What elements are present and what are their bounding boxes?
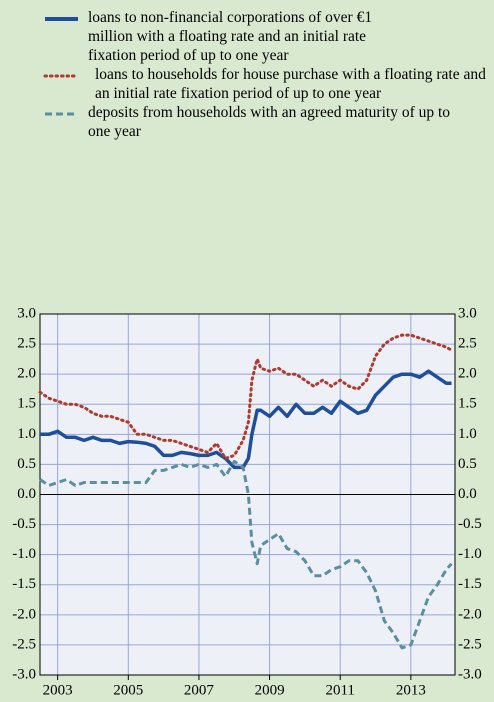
y-tick-label: 0.0 (17, 486, 36, 502)
legend-label: loans to households for house purchase w… (95, 66, 486, 102)
y2-tick-label: 1.5 (458, 396, 477, 412)
y2-tick-label: 0.0 (458, 486, 477, 502)
x-tick-label: 2005 (113, 682, 143, 698)
x-tick-label: 2003 (43, 682, 73, 698)
y2-tick-label: 2.5 (458, 336, 477, 352)
y-tick-label: -0.5 (12, 516, 36, 532)
x-tick-label: 2009 (255, 682, 285, 698)
y-tick-label: -1.0 (12, 546, 36, 562)
y-tick-label: -2.0 (12, 606, 36, 622)
y2-tick-label: -3.0 (458, 666, 482, 682)
y2-tick-label: 3.0 (458, 305, 477, 321)
y-tick-label: -2.5 (12, 636, 36, 652)
y-tick-label: 0.5 (17, 456, 36, 472)
y2-tick-label: 0.5 (458, 456, 477, 472)
y2-tick-label: -0.5 (458, 516, 482, 532)
y-tick-label: 1.5 (17, 396, 36, 412)
series-line (40, 369, 452, 470)
plot-frame (39, 313, 456, 676)
y-tick-label: 1.0 (17, 426, 36, 442)
y-tick-label: -3.0 (12, 666, 36, 682)
y2-tick-label: -2.0 (458, 606, 482, 622)
y-tick-label: 2.0 (17, 366, 36, 382)
series-line (39, 459, 453, 650)
y2-tick-label: -1.0 (458, 546, 482, 562)
y-tick-label: 3.0 (17, 305, 36, 321)
legend-label: deposits from households with an agreed … (88, 104, 451, 140)
y-tick-label: 2.5 (17, 336, 36, 352)
y2-tick-label: -1.5 (458, 576, 482, 592)
y2-tick-label: 1.0 (458, 426, 477, 442)
x-tick-label: 2007 (184, 682, 215, 698)
y-tick-label: -1.5 (12, 576, 36, 592)
legend-label: loans to non-financial corporations of o… (88, 9, 373, 64)
y2-tick-label: 2.0 (458, 366, 477, 382)
series-line (38, 333, 453, 460)
x-tick-label: 2011 (325, 682, 354, 698)
x-tick-label: 2013 (396, 682, 426, 698)
y2-tick-label: -2.5 (458, 636, 482, 652)
